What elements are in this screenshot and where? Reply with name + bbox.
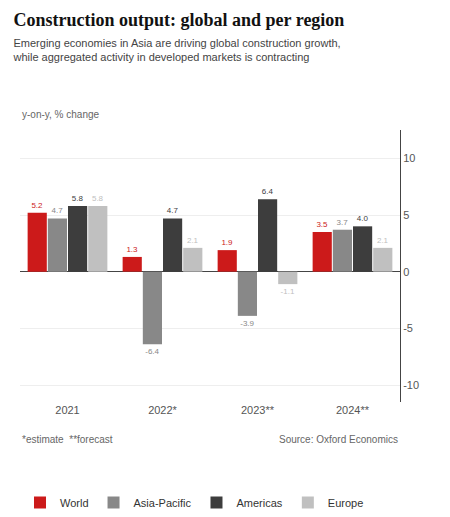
svg-text:1.9: 1.9 <box>221 238 233 247</box>
svg-text:4.7: 4.7 <box>52 206 64 215</box>
svg-text:3.5: 3.5 <box>316 220 328 229</box>
svg-text:1.3: 1.3 <box>126 245 138 254</box>
svg-text:-6.4: -6.4 <box>145 347 159 356</box>
svg-text:Americas: Americas <box>236 497 282 509</box>
svg-text:Construction output: global an: Construction output: global and per regi… <box>14 10 345 30</box>
svg-text:4.7: 4.7 <box>167 206 179 215</box>
svg-text:*estimate **forecast: *estimate **forecast <box>22 434 113 445</box>
svg-text:3.7: 3.7 <box>337 218 349 227</box>
svg-text:5.8: 5.8 <box>92 194 104 203</box>
svg-text:5.2: 5.2 <box>31 201 43 210</box>
svg-text:Europe: Europe <box>328 497 363 509</box>
svg-text:2022*: 2022* <box>148 404 177 416</box>
svg-text:6.4: 6.4 <box>262 187 274 196</box>
svg-text:2021: 2021 <box>55 404 79 416</box>
svg-text:Emerging economies in Asia are: Emerging economies in Asia are driving g… <box>13 37 341 63</box>
svg-text:-3.9: -3.9 <box>240 319 254 328</box>
svg-text:10: 10 <box>403 152 415 164</box>
svg-text:4.0: 4.0 <box>357 214 369 223</box>
svg-text:y-on-y, % change: y-on-y, % change <box>22 109 100 120</box>
svg-text:World: World <box>60 497 89 509</box>
svg-text:2024**: 2024** <box>336 404 370 416</box>
svg-text:5: 5 <box>403 209 409 221</box>
svg-text:Asia-Pacific: Asia-Pacific <box>134 497 192 509</box>
svg-text:2.1: 2.1 <box>187 236 199 245</box>
svg-text:-5: -5 <box>403 322 413 334</box>
svg-text:0: 0 <box>403 266 409 278</box>
svg-text:-1.1: -1.1 <box>281 287 295 296</box>
svg-text:2023**: 2023** <box>241 404 275 416</box>
svg-text:2.1: 2.1 <box>377 236 389 245</box>
svg-text:-10: -10 <box>403 379 419 391</box>
svg-text:Source: Oxford Economics: Source: Oxford Economics <box>279 434 398 445</box>
svg-text:5.8: 5.8 <box>72 194 84 203</box>
